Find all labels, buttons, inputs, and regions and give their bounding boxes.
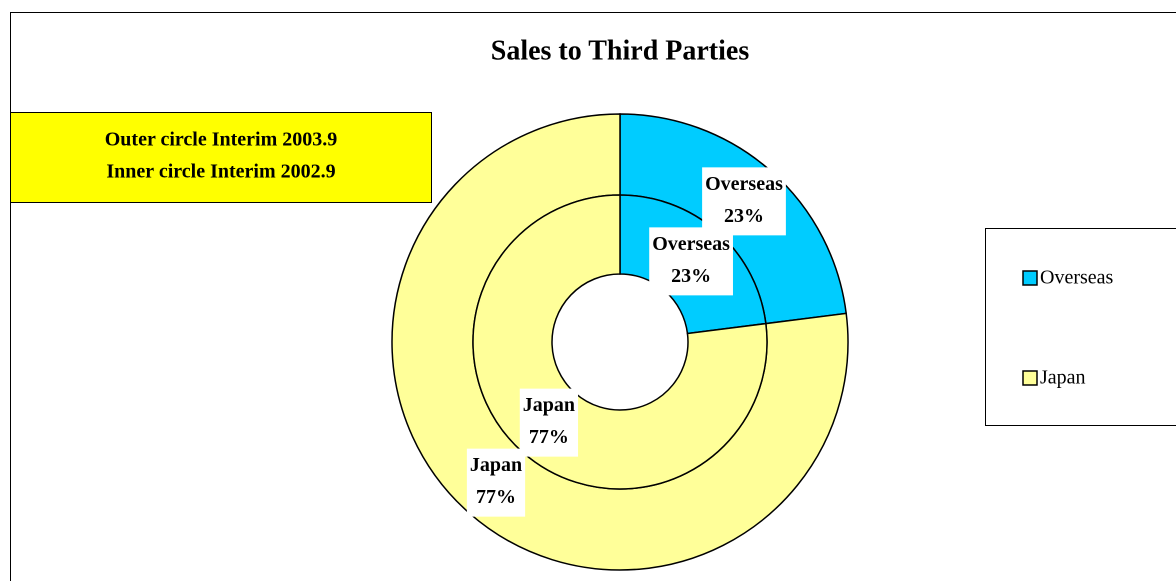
annotation: Outer circle Interim 2003.9	[105, 129, 338, 151]
data-label-bg	[649, 227, 733, 296]
data-label: 77%	[476, 486, 516, 508]
data-label: 23%	[724, 205, 764, 227]
legend-label: Overseas	[1040, 267, 1114, 289]
annotation-box	[10, 112, 432, 203]
data-label-bg	[466, 448, 526, 517]
data-label-category: Overseas	[652, 233, 730, 255]
chart-title: Sales to Third Parties	[491, 35, 750, 66]
legend-swatch	[1022, 370, 1038, 386]
legend-swatch	[1022, 270, 1038, 286]
data-label-bg	[519, 388, 579, 457]
data-label-category: Overseas	[705, 173, 783, 195]
data-label-category: Japan	[470, 454, 522, 476]
data-label: 77%	[529, 426, 569, 448]
data-label-category: Japan	[523, 394, 575, 416]
data-label: 23%	[671, 265, 711, 287]
data-labels: Overseas 23% Japan 77% Overseas 23% Japan 77%	[466, 167, 786, 517]
legend-items: Overseas Japan	[1022, 267, 1114, 389]
legend	[985, 228, 1176, 426]
annotation: Inner circle Interim 2002.9	[106, 161, 335, 183]
legend-label: Japan	[1040, 367, 1086, 389]
data-label-bg	[702, 167, 786, 236]
